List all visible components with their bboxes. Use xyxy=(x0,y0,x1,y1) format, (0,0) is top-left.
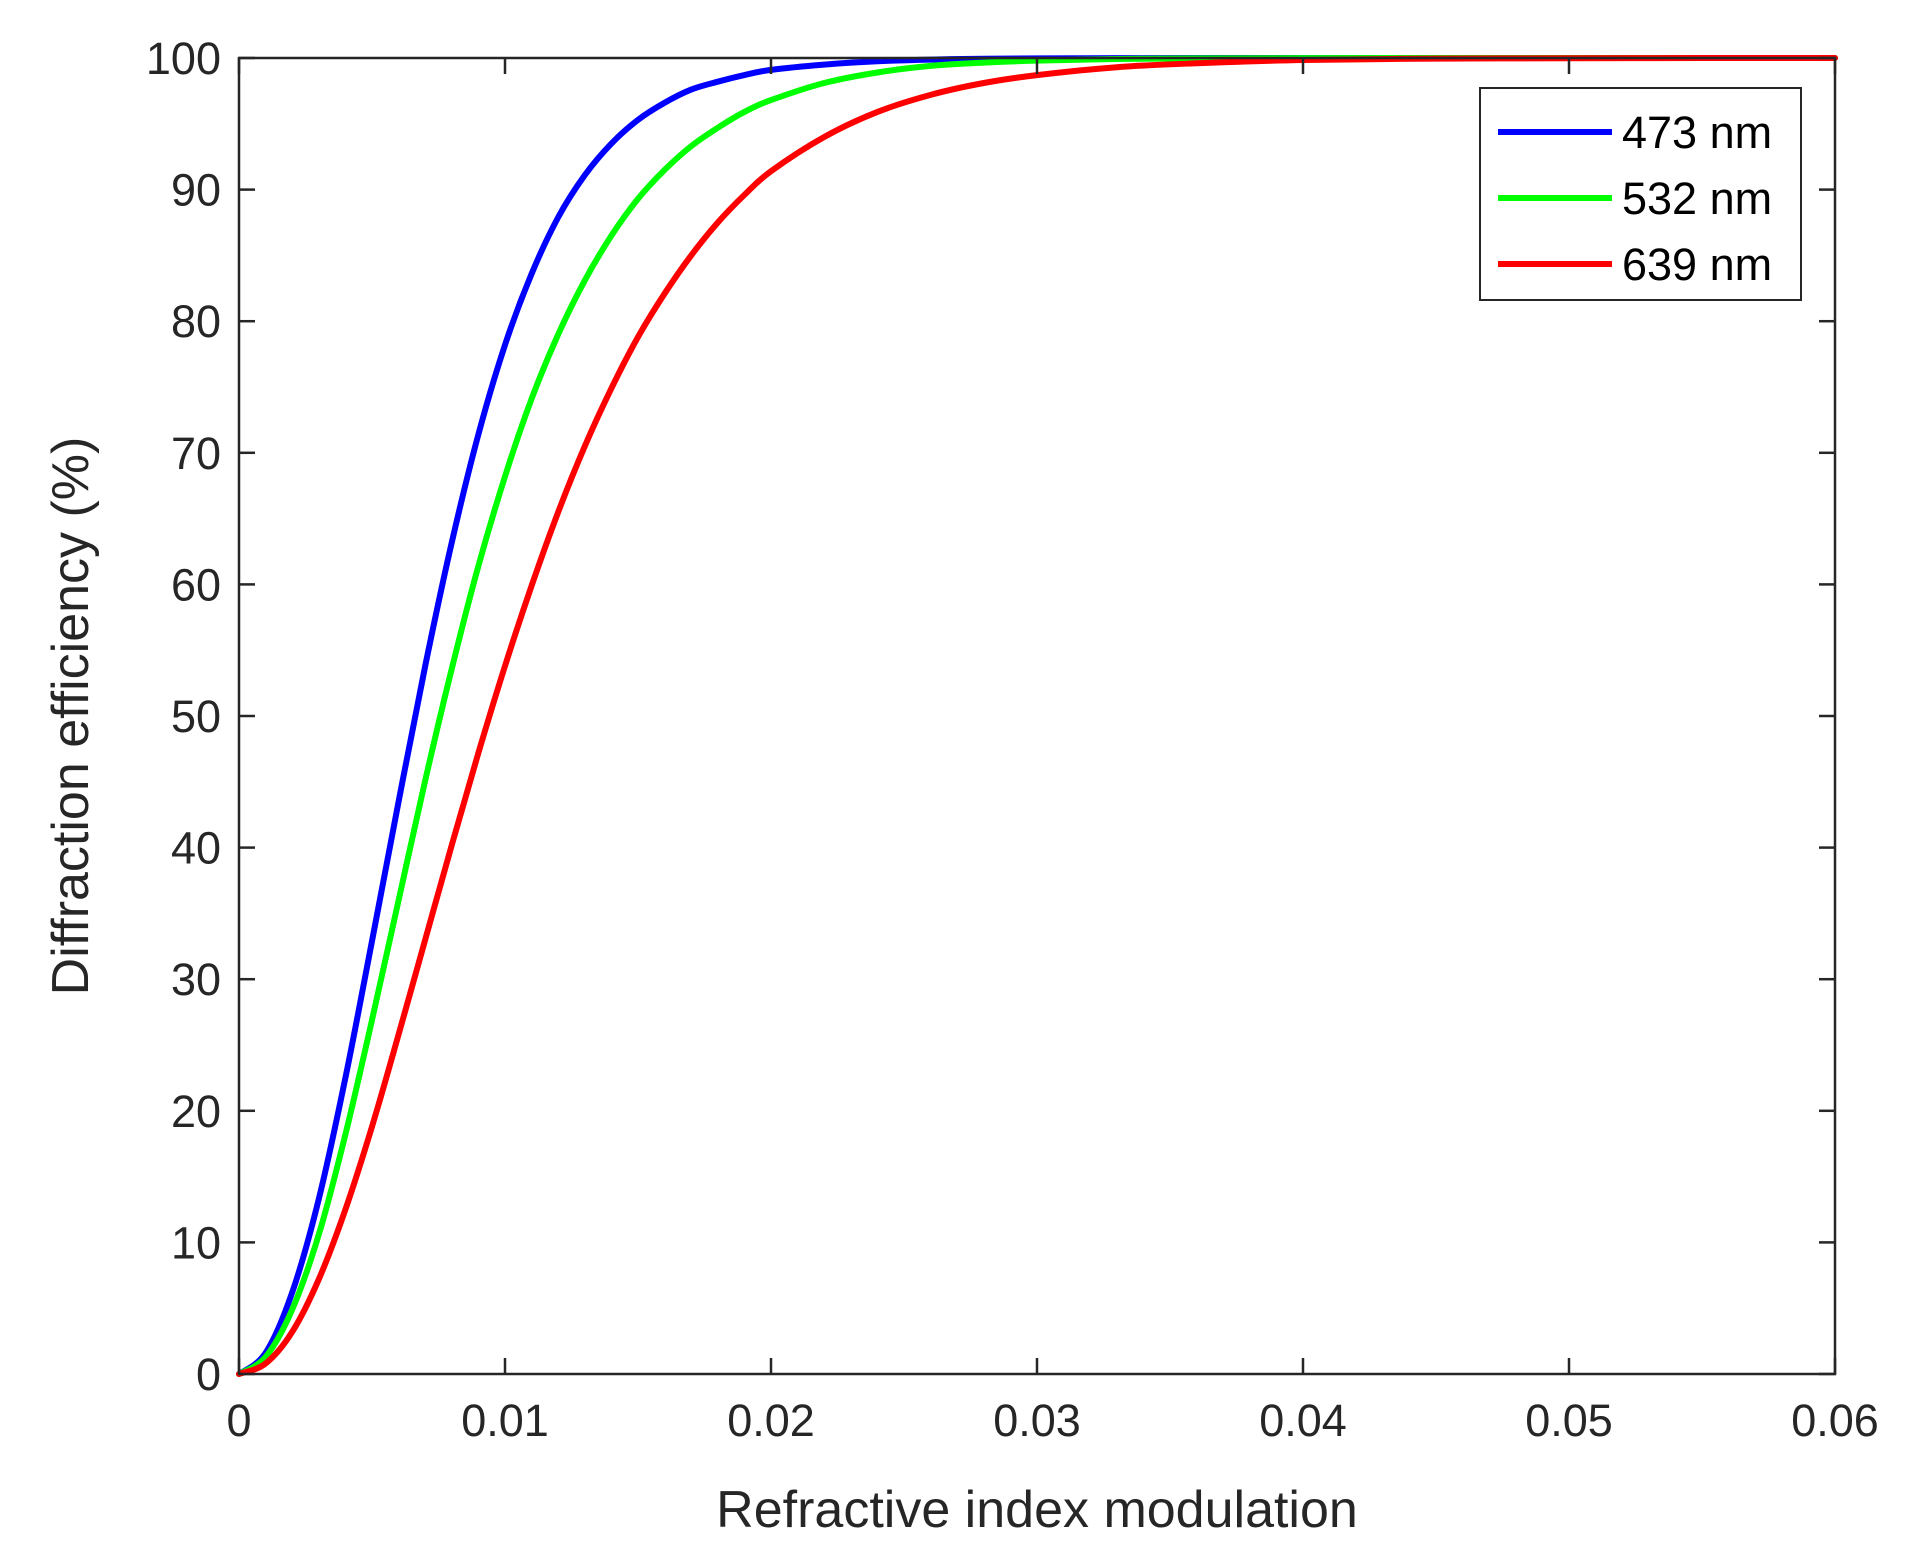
y-axis-ticks: 0 10 20 30 40 50 60 70 80 90 100 xyxy=(146,33,1835,1400)
y-tick-label: 90 xyxy=(171,165,221,216)
y-tick-label: 70 xyxy=(171,428,221,479)
y-tick-label: 50 xyxy=(171,691,221,742)
y-tick-label: 30 xyxy=(171,954,221,1005)
x-tick-label: 0.04 xyxy=(1259,1395,1347,1446)
legend-label: 473 nm xyxy=(1622,107,1772,158)
y-tick-label: 80 xyxy=(171,296,221,347)
x-tick-label: 0 xyxy=(226,1395,251,1446)
y-axis-label: Diffraction efficiency (%) xyxy=(42,437,100,996)
x-tick-label: 0.06 xyxy=(1791,1395,1879,1446)
x-tick-label: 0.05 xyxy=(1525,1395,1613,1446)
legend-label: 532 nm xyxy=(1622,173,1772,224)
y-tick-label: 10 xyxy=(171,1217,221,1268)
y-tick-label: 100 xyxy=(146,33,221,84)
x-tick-label: 0.03 xyxy=(993,1395,1081,1446)
y-tick-label: 20 xyxy=(171,1086,221,1137)
legend: 473 nm 532 nm 639 nm xyxy=(1479,87,1802,301)
x-tick-label: 0.01 xyxy=(461,1395,549,1446)
legend-label: 639 nm xyxy=(1622,239,1772,290)
x-tick-label: 0.02 xyxy=(727,1395,815,1446)
y-tick-label: 60 xyxy=(171,559,221,610)
series-line-639-nm xyxy=(236,54,1838,1377)
x-axis-label: Refractive index modulation xyxy=(716,1481,1358,1539)
x-axis-ticks: 0 0.01 0.02 0.03 0.04 0.05 0.06 xyxy=(226,58,1879,1446)
y-tick-label: 40 xyxy=(171,823,221,874)
y-tick-label: 0 xyxy=(196,1349,221,1400)
